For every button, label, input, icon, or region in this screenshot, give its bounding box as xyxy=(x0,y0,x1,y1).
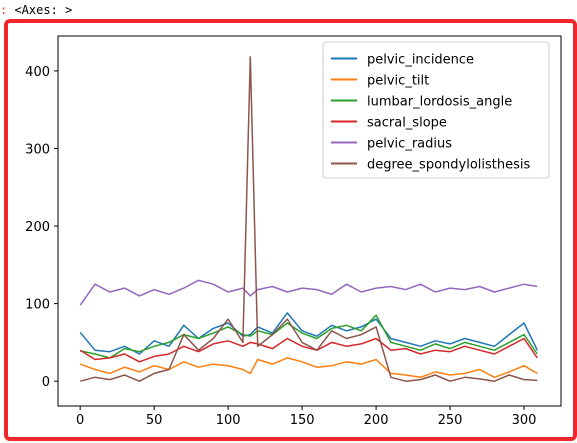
series-line-lumbar-lordosis-angle xyxy=(80,314,538,359)
prompt-text: <Axes: > xyxy=(7,3,73,17)
output-prompt: : <Axes: > xyxy=(0,3,72,17)
series-layer xyxy=(79,56,538,382)
x-tick-label: 100 xyxy=(216,413,241,428)
series-line-pelvic-radius xyxy=(79,279,538,306)
y-axis: 0 100 200 300 400 xyxy=(25,65,58,390)
y-tick-label: 0 xyxy=(42,375,50,390)
legend-box xyxy=(322,41,550,179)
x-tick-label: 0 xyxy=(76,413,84,428)
x-tick-label: 150 xyxy=(290,413,315,428)
y-tick-label: 100 xyxy=(25,298,50,313)
x-axis: 0 50 100 150 200 250 300 xyxy=(76,406,536,428)
x-tick-label: 200 xyxy=(364,413,389,428)
legend-label: pelvic_radius xyxy=(367,137,452,152)
selection-highlight-frame xyxy=(4,19,577,441)
legend-label: degree_spondylolisthesis xyxy=(367,158,531,173)
series-line-degree-spondylolisthesis xyxy=(80,56,538,382)
series-line-sacral-slope xyxy=(79,337,538,363)
series-line-pelvic-tilt xyxy=(79,357,538,379)
x-tick-label: 50 xyxy=(146,413,163,428)
series-line-pelvic-incidence xyxy=(79,312,538,355)
legend-label: pelvic_tilt xyxy=(367,74,429,89)
legend-label: lumbar_lordosis_angle xyxy=(367,95,512,110)
prompt-marker: : xyxy=(0,3,8,17)
y-tick-label: 400 xyxy=(25,65,50,80)
x-tick-label: 250 xyxy=(438,413,463,428)
y-tick-label: 300 xyxy=(25,142,50,157)
x-tick-label: 300 xyxy=(512,413,537,428)
legend: pelvic_incidence pelvic_tilt lumbar_lordos… xyxy=(322,41,550,179)
axes-frame xyxy=(57,35,562,407)
legend-label: pelvic_incidence xyxy=(367,53,474,68)
y-tick-label: 200 xyxy=(25,220,50,235)
legend-label: sacral_slope xyxy=(367,116,447,131)
